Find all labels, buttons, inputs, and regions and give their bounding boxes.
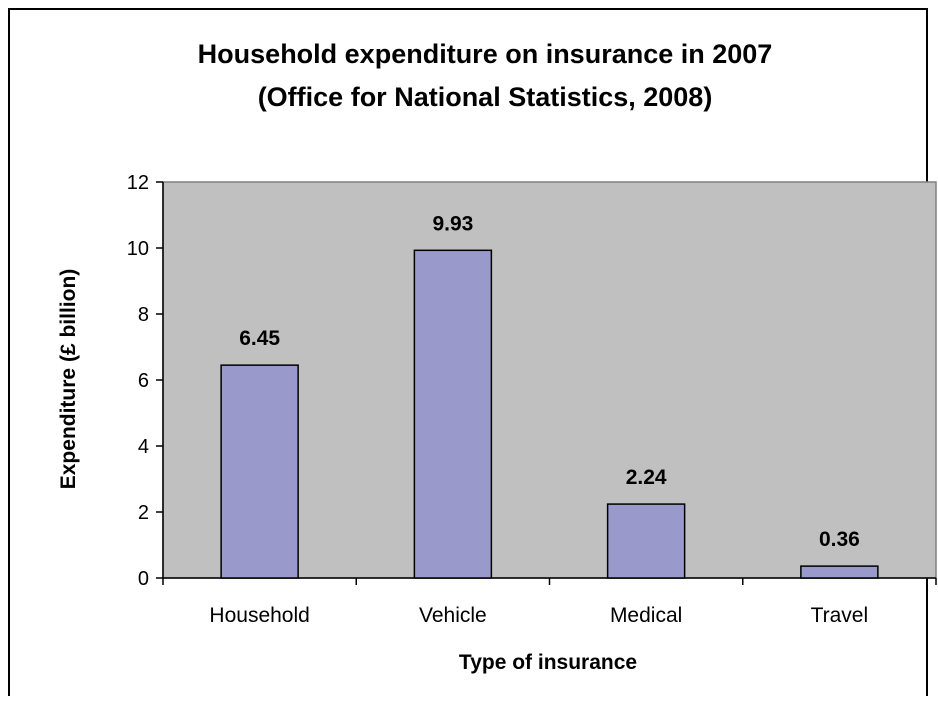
y-axis: 0 2 4 6 8 10 12 — [127, 172, 164, 590]
y-tick-label: 10 — [127, 238, 149, 260]
data-label: 2.24 — [626, 466, 667, 489]
x-axis-title: Type of insurance — [459, 651, 637, 674]
x-tick-label: Household — [209, 604, 309, 627]
y-tick-label: 12 — [127, 172, 149, 194]
data-label: 0.36 — [819, 528, 860, 551]
data-labels: 6.45 9.93 2.24 0.36 — [239, 212, 860, 551]
chart-title: Household expenditure on insurance in 20… — [198, 39, 773, 69]
chart-subtitle: (Office for National Statistics, 2008) — [258, 82, 713, 112]
bars — [220, 249, 879, 579]
bar — [413, 249, 493, 579]
y-tick-label: 8 — [138, 304, 149, 326]
x-tick-label: Vehicle — [419, 604, 487, 627]
data-label: 6.45 — [239, 327, 280, 350]
y-tick-label: 2 — [138, 502, 149, 524]
x-tick-label: Medical — [610, 604, 682, 627]
bar — [220, 364, 299, 579]
x-tick-label: Travel — [811, 604, 869, 627]
y-tick-label: 6 — [138, 370, 149, 392]
y-tick-label: 4 — [138, 436, 149, 458]
y-tick-label: 0 — [138, 568, 149, 590]
bar — [606, 503, 686, 579]
y-axis-title: Expenditure (£ billion) — [57, 269, 80, 490]
x-axis: Household Vehicle Medical Travel — [162, 577, 937, 627]
bar — [800, 565, 879, 579]
data-label: 9.93 — [432, 212, 473, 235]
